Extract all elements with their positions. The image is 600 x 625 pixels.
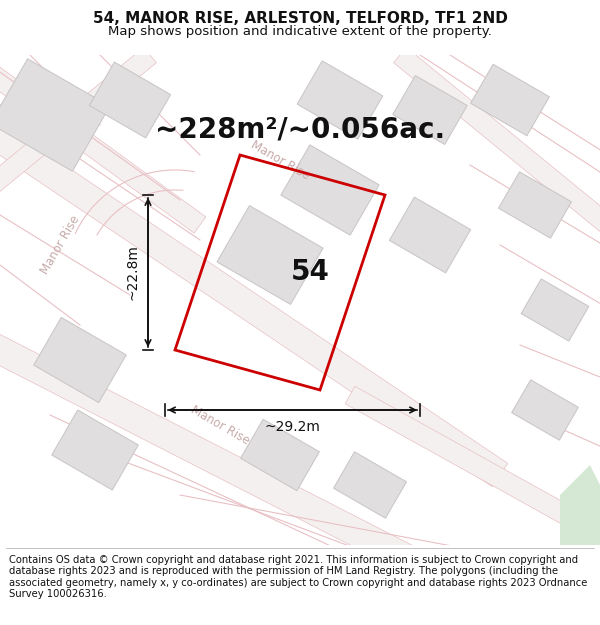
Polygon shape [0,59,110,171]
Text: 54: 54 [290,259,329,286]
Polygon shape [0,332,427,578]
Polygon shape [0,48,157,202]
Polygon shape [241,419,319,491]
Polygon shape [470,64,550,136]
Text: Manor Rise: Manor Rise [188,403,251,447]
Text: ~29.2m: ~29.2m [265,420,320,434]
Polygon shape [521,279,589,341]
Text: Contains OS data © Crown copyright and database right 2021. This information is : Contains OS data © Crown copyright and d… [9,554,587,599]
Text: Manor Rise: Manor Rise [248,138,311,182]
Polygon shape [217,206,323,304]
Polygon shape [0,57,206,233]
Polygon shape [297,61,383,139]
Text: ~228m²/~0.056ac.: ~228m²/~0.056ac. [155,116,445,144]
Polygon shape [281,145,379,235]
Polygon shape [34,318,126,402]
Polygon shape [560,465,600,545]
Text: ~22.8m: ~22.8m [126,244,140,301]
Polygon shape [52,410,139,490]
Polygon shape [389,197,470,273]
Polygon shape [0,113,508,487]
Polygon shape [334,452,406,518]
Text: Map shows position and indicative extent of the property.: Map shows position and indicative extent… [108,26,492,39]
Polygon shape [512,380,578,440]
Polygon shape [89,62,170,138]
Text: Manor Rise: Manor Rise [38,213,82,277]
Polygon shape [394,48,600,242]
Polygon shape [499,172,571,238]
Polygon shape [345,386,600,554]
Text: 54, MANOR RISE, ARLESTON, TELFORD, TF1 2ND: 54, MANOR RISE, ARLESTON, TELFORD, TF1 2… [92,11,508,26]
Polygon shape [393,76,467,144]
